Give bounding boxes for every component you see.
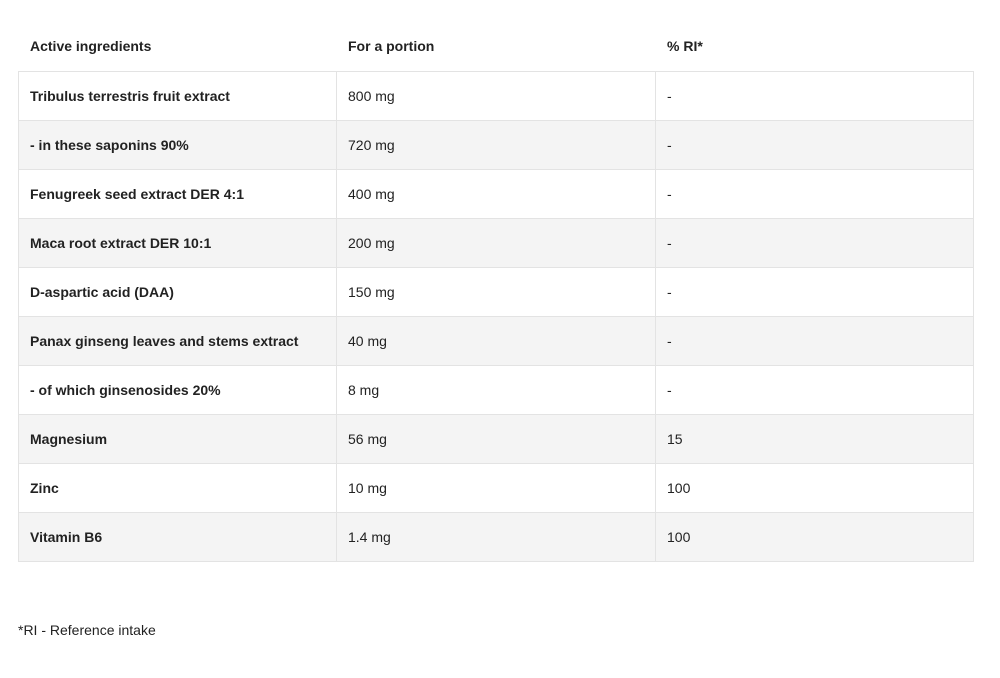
ingredient-name-cell: Panax ginseng leaves and stems extract [18, 316, 337, 366]
ri-cell: 15 [655, 414, 974, 464]
portion-cell: 200 mg [336, 218, 656, 268]
table-row: D-aspartic acid (DAA) 150 mg - [18, 267, 974, 317]
ri-cell: - [655, 365, 974, 415]
table-row: Zinc 10 mg 100 [18, 463, 974, 513]
footnote: *RI - Reference intake [18, 622, 156, 638]
ingredient-name-cell: Tribulus terrestris fruit extract [18, 71, 337, 121]
ingredient-name-cell: Magnesium [18, 414, 337, 464]
ingredient-name-cell: D-aspartic acid (DAA) [18, 267, 337, 317]
header-active-ingredients: Active ingredients [30, 38, 152, 54]
ri-cell: - [655, 71, 974, 121]
ri-cell: - [655, 267, 974, 317]
portion-cell: 1.4 mg [336, 512, 656, 562]
table-row: - of which ginsenosides 20% 8 mg - [18, 365, 974, 415]
ri-cell: 100 [655, 463, 974, 513]
table-row: Tribulus terrestris fruit extract 800 mg - [18, 71, 974, 121]
ingredients-table: Tribulus terrestris fruit extract 800 mg -… [18, 71, 974, 562]
ingredient-name-cell: Zinc [18, 463, 337, 513]
ri-cell: - [655, 316, 974, 366]
portion-cell: 400 mg [336, 169, 656, 219]
table-row: Magnesium 56 mg 15 [18, 414, 974, 464]
ingredient-name-cell: Maca root extract DER 10:1 [18, 218, 337, 268]
portion-cell: 800 mg [336, 71, 656, 121]
ingredient-name-cell: Fenugreek seed extract DER 4:1 [18, 169, 337, 219]
ingredient-name-cell: - of which ginsenosides 20% [18, 365, 337, 415]
table-row: Fenugreek seed extract DER 4:1 400 mg - [18, 169, 974, 219]
header-ri: % RI* [667, 38, 703, 54]
table-row: Panax ginseng leaves and stems extract 40… [18, 316, 974, 366]
ingredient-name-cell: Vitamin B6 [18, 512, 337, 562]
portion-cell: 10 mg [336, 463, 656, 513]
portion-cell: 56 mg [336, 414, 656, 464]
portion-cell: 720 mg [336, 120, 656, 170]
table-row: - in these saponins 90% 720 mg - [18, 120, 974, 170]
portion-cell: 150 mg [336, 267, 656, 317]
header-portion: For a portion [348, 38, 435, 54]
table-row: Maca root extract DER 10:1 200 mg - [18, 218, 974, 268]
ingredient-name-cell: - in these saponins 90% [18, 120, 337, 170]
table-row: Vitamin B6 1.4 mg 100 [18, 512, 974, 562]
portion-cell: 8 mg [336, 365, 656, 415]
ri-cell: - [655, 120, 974, 170]
ri-cell: - [655, 218, 974, 268]
table-header: Active ingredients For a portion % RI* [18, 33, 973, 59]
portion-cell: 40 mg [336, 316, 656, 366]
ri-cell: 100 [655, 512, 974, 562]
ri-cell: - [655, 169, 974, 219]
